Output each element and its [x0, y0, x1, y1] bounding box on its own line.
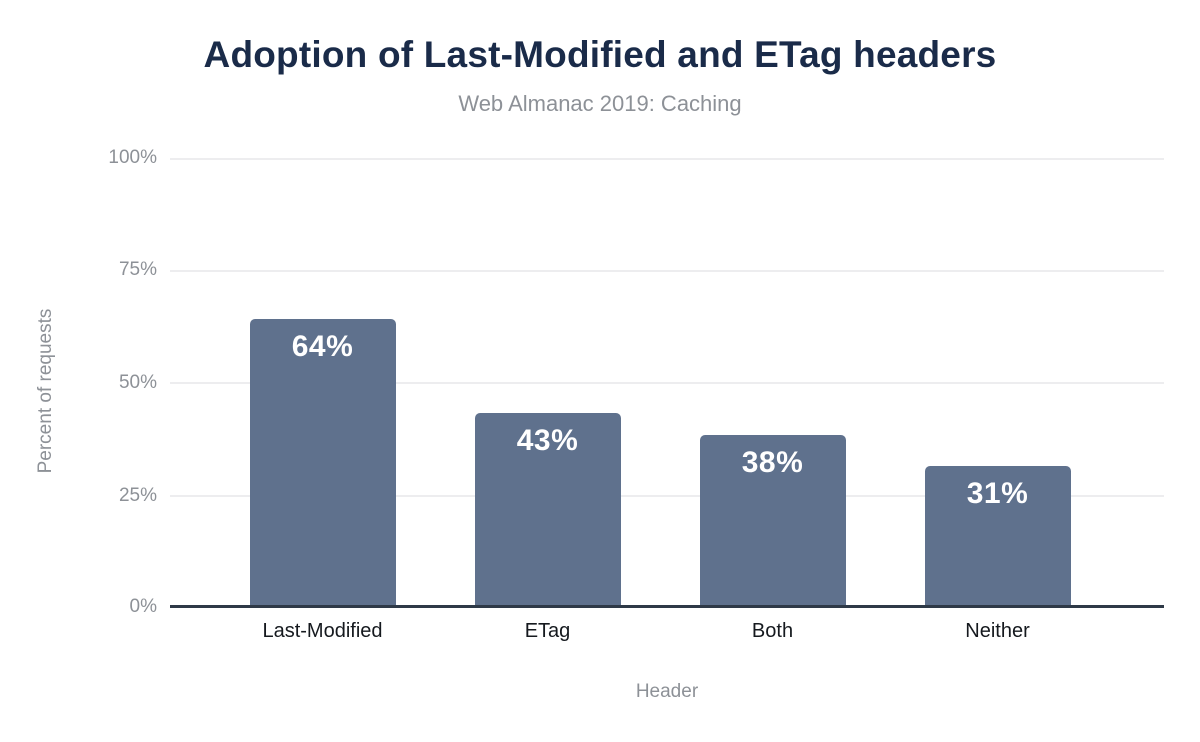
bar-slot: 31%: [885, 158, 1110, 605]
bar-etag: 43%: [474, 412, 621, 605]
y-tick-label: 0%: [129, 596, 157, 617]
x-tick-label: Neither: [965, 620, 1030, 642]
gridline: [170, 270, 1164, 272]
x-axis-ticks: Last-Modified ETag Both Neither: [210, 620, 1110, 643]
plot-gridlines: [170, 158, 1164, 608]
chart-title: Adoption of Last-Modified and ETag heade…: [203, 34, 997, 75]
x-axis-line: [170, 605, 1164, 608]
y-tick-label: 25%: [118, 485, 157, 506]
y-tick-label: 100%: [108, 147, 157, 168]
bar-last-modified: 64%: [249, 318, 396, 605]
x-tick-label: ETag: [524, 620, 571, 642]
x-axis-title: Header: [635, 681, 699, 702]
bar-value-label: 64%: [291, 329, 354, 363]
y-tick-label: 50%: [118, 372, 157, 393]
bar-value-label: 38%: [741, 446, 804, 480]
gridline: [170, 158, 1164, 160]
x-tick-label: Last-Modified: [262, 620, 383, 642]
x-tick-label: Both: [751, 620, 794, 642]
chart-subtitle: Web Almanac 2019: Caching: [458, 91, 742, 116]
gridline: [170, 382, 1164, 384]
bar-value-label: 43%: [516, 423, 579, 457]
y-tick-label: 75%: [118, 259, 157, 280]
bar-slot: 43%: [435, 158, 660, 605]
bar-slot: 38%: [660, 158, 885, 605]
bar-value-label: 31%: [966, 477, 1029, 511]
plot-area: 64% 43% 38% 31%: [210, 158, 1110, 605]
bar-both: 38%: [699, 435, 846, 605]
bar-slot: 64%: [210, 158, 435, 605]
bar-neither: 31%: [924, 466, 1071, 605]
gridline: [170, 495, 1164, 497]
